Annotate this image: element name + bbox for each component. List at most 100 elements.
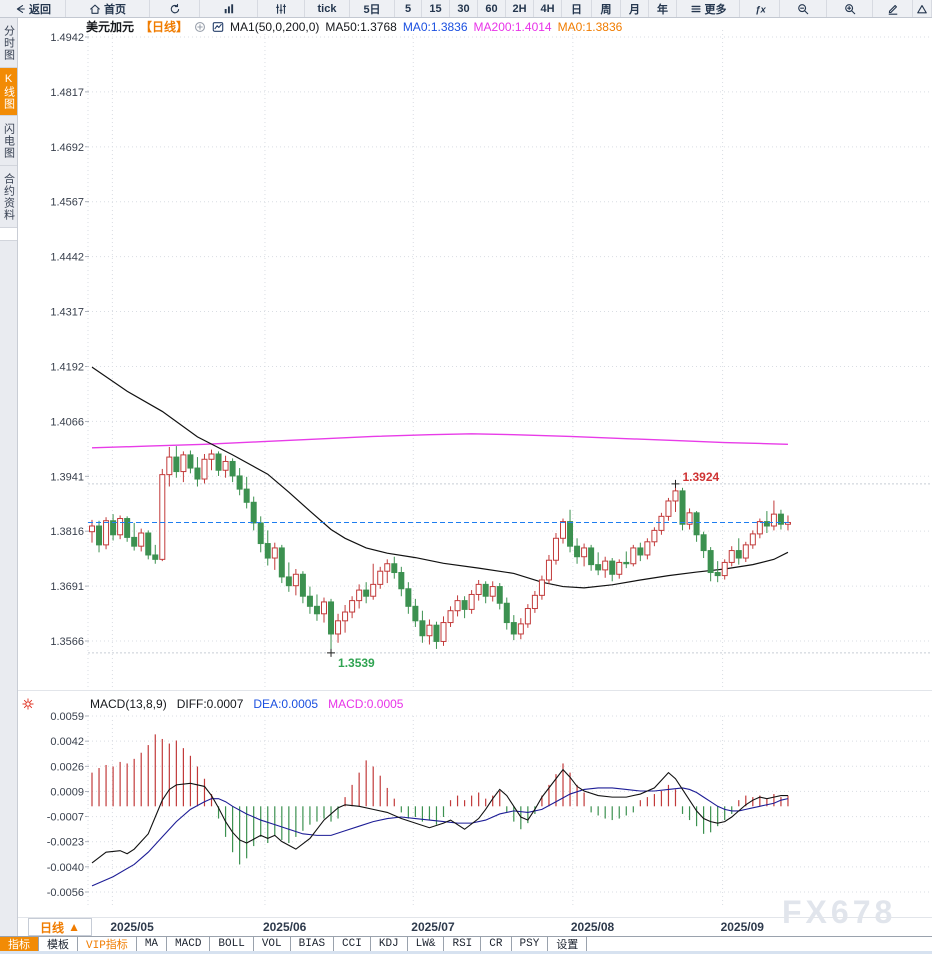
toolbar-label: 首页 [104,3,126,16]
period-tick-button[interactable]: tick [305,0,350,17]
sidebar-item-time-chart[interactable]: 分时图 [0,18,17,68]
tab-template[interactable]: 模板 [39,937,78,952]
sidebar-item-kline-chart[interactable]: K线图 [0,68,17,116]
draw-pencil-button[interactable] [873,0,913,17]
tab-psy[interactable]: PSY [512,937,549,951]
candle-chart-icon[interactable] [212,21,224,33]
tab-boll[interactable]: BOLL [210,937,254,951]
svg-text:2025/05: 2025/05 [110,920,154,934]
svg-text:0.0009: 0.0009 [50,786,84,798]
svg-text:2025/07: 2025/07 [411,920,455,934]
refresh-icon [169,3,181,15]
svg-text:1.3691: 1.3691 [50,581,84,593]
tab-bias[interactable]: BIAS [291,937,335,951]
svg-text:1.3816: 1.3816 [50,526,84,538]
period-selector-label: 日线 [40,920,65,935]
svg-text:-0.0007: -0.0007 [47,812,84,824]
period-2h-button[interactable]: 2H [506,0,534,17]
pencil-icon [887,3,899,15]
fx-indicator-button[interactable]: ƒx [740,0,780,17]
period-week-button[interactable]: 周 [592,0,621,17]
svg-text:-0.0040: -0.0040 [47,862,84,874]
toolbar-label: 4H [540,2,555,15]
period-60min-button[interactable]: 60 [478,0,506,17]
tab-lwr[interactable]: LW& [408,937,445,951]
tab-vol[interactable]: VOL [254,937,291,951]
macd-header: MACD(13,8,9) DIFF:0.0007 DEA:0.0005 MACD… [90,697,403,711]
indicator-params-button[interactable] [258,0,305,17]
fx-icon: ƒx [754,3,766,15]
ma-settings-label: MA1(50,0,200,0) [230,19,320,34]
tab-cr[interactable]: CR [481,937,512,951]
toolbar-label: tick [317,2,337,15]
macd-diff-value: DIFF:0.0007 [176,697,244,711]
svg-text:1.4066: 1.4066 [50,416,84,428]
ma0-orange-value-label: MA0:1.3836 [557,19,623,34]
chart-header: 美元加元 【日线】 MA1(50,0,200,0) MA50:1.3768 MA… [86,19,623,35]
zoom-in-button[interactable] [827,0,873,17]
macd-plot-area[interactable] [88,712,932,908]
tab-vip-indicator[interactable]: VIP指标 [78,937,137,952]
svg-text:-0.0056: -0.0056 [47,887,84,899]
macd-dea-value: DEA:0.0005 [253,697,319,711]
tab-settings[interactable]: 设置 [548,937,588,952]
period-4h-button[interactable]: 4H [534,0,562,17]
tab-ma[interactable]: MA [137,937,168,951]
draw-shape-button[interactable] [913,0,932,17]
chart-type-sidebar: 分时图 K线图 闪电图 合约资料 [0,18,18,936]
period-selector-button[interactable]: 日线 ▲ [28,918,92,936]
tab-kdj[interactable]: KDJ [371,937,408,951]
chart-style-button[interactable] [200,0,258,17]
refresh-button[interactable] [150,0,200,17]
triangle-icon [916,3,928,15]
tab-rsi[interactable]: RSI [444,937,482,951]
macd-settings-gear-icon[interactable] [20,696,36,712]
tab-macd[interactable]: MACD [167,937,211,951]
period-month-button[interactable]: 月 [621,0,649,17]
tab-cci[interactable]: CCI [334,937,371,951]
fx678-watermark: FX678 [782,894,897,930]
toolbar-label: 2H [512,2,527,15]
sidebar-item-contract-info[interactable]: 合约资料 [0,166,17,228]
toolbar-label: 年 [657,3,668,16]
svg-text:1.4317: 1.4317 [50,307,84,319]
panel-divider [18,690,932,691]
period-day-button[interactable]: 日 [562,0,592,17]
svg-text:0.0059: 0.0059 [50,711,84,723]
toolbar-label: 5日 [363,3,381,16]
macd-macd-value: MACD:0.0005 [328,697,404,711]
main-plot-area[interactable] [88,30,932,688]
home-icon [89,3,101,15]
ma50-value-label: MA50:1.3768 [325,19,397,34]
svg-text:1.3941: 1.3941 [50,471,84,483]
period-5min-button[interactable]: 5 [395,0,422,17]
svg-text:ƒx: ƒx [755,3,766,14]
sidebar-stub [0,228,17,241]
svg-text:1.3924: 1.3924 [682,470,719,484]
back-icon [14,3,26,15]
svg-text:1.3566: 1.3566 [50,636,84,648]
symbol-name: 美元加元 [86,20,135,34]
top-toolbar: 返回 首页 tick 5日 5 15 30 60 2H 4H 日 周 月 年 更多 ƒx [0,0,932,18]
period-year-button[interactable]: 年 [649,0,677,17]
tab-indicator[interactable]: 指标 [0,937,39,952]
svg-text:0.0026: 0.0026 [50,761,84,773]
zoom-out-icon [797,3,809,15]
svg-text:1.4442: 1.4442 [50,252,84,264]
home-button[interactable]: 首页 [66,0,150,17]
back-button[interactable]: 返回 [0,0,66,17]
sidebar-item-lightning-chart[interactable]: 闪电图 [0,116,17,166]
svg-text:2025/09: 2025/09 [721,920,765,934]
svg-text:2025/06: 2025/06 [263,920,307,934]
period-5day-button[interactable]: 5日 [350,0,395,17]
period-30min-button[interactable]: 30 [450,0,478,17]
more-button[interactable]: 更多 [677,0,740,17]
toolbar-label: 60 [485,2,498,15]
period-15min-button[interactable]: 15 [422,0,450,17]
bottom-scrollbar[interactable] [0,951,932,954]
zoom-in-icon [844,3,856,15]
add-indicator-icon[interactable] [194,21,206,33]
toolbar-label: 日 [571,3,582,16]
zoom-out-button[interactable] [780,0,827,17]
